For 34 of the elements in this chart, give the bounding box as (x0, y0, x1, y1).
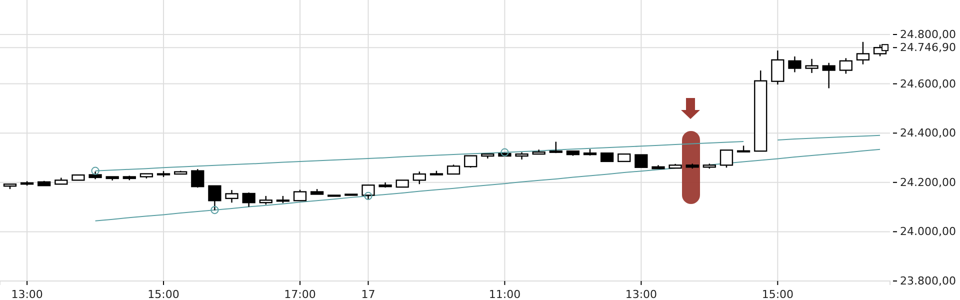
candlestick (839, 58, 852, 74)
candlestick (805, 58, 818, 74)
point (500, 148, 509, 156)
x-tick-label: 15:00 (762, 288, 794, 300)
x-tick-label: 13:00 (625, 288, 658, 300)
point (364, 192, 372, 200)
x-tick-label: 15:00 (148, 288, 180, 300)
candlestick (446, 164, 460, 175)
y-tick-label: 23.800,00 (900, 274, 956, 288)
candlestick (720, 150, 734, 168)
candlestick (634, 154, 648, 168)
candlestick (412, 170, 426, 185)
candlestick (242, 192, 256, 208)
candlestick (771, 50, 784, 86)
candlestick (362, 184, 375, 201)
candlestick (191, 168, 204, 188)
y-tick-label: 24.400,00 (900, 126, 956, 140)
candlestick (293, 189, 307, 202)
candlestick (225, 189, 238, 204)
candlestick (856, 41, 870, 65)
y-tick-label: 24.000,00 (900, 225, 956, 238)
x-tick-label: 11:00 (488, 288, 521, 300)
x-tick-label: 13:00 (11, 288, 43, 300)
y-tick-label: 24.746,90 (900, 41, 956, 54)
y-tick-label: 24.200,00 (900, 176, 956, 189)
candlestick (788, 56, 802, 73)
y-tick-label: 24.800,00 (900, 28, 956, 42)
candlestick (822, 62, 836, 89)
point (210, 206, 219, 214)
x-tick-label: 17 (361, 288, 376, 300)
candlestick (464, 155, 478, 168)
x-tick-label: 17:00 (284, 288, 316, 300)
y-tick-label: 24.600,00 (900, 77, 956, 90)
point (91, 166, 100, 175)
